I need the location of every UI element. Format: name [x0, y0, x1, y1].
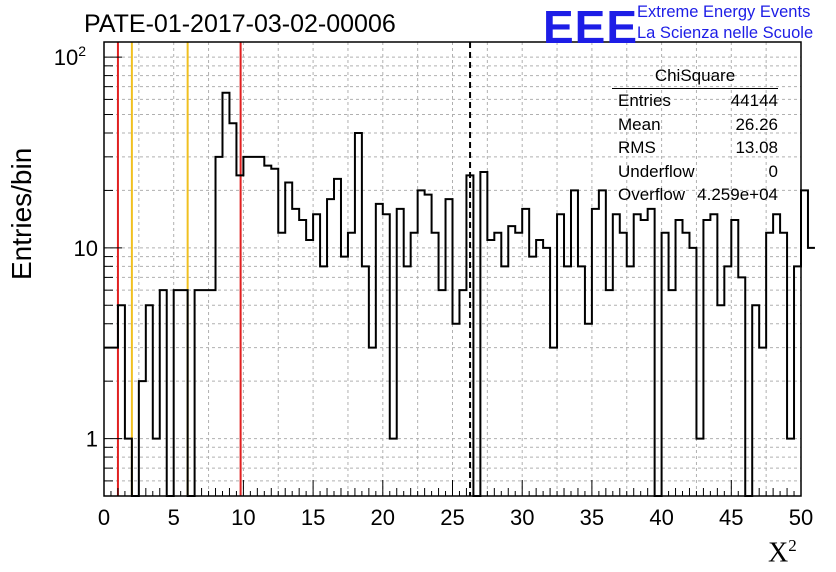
stats-label: Mean	[618, 114, 661, 134]
x-axis-label: X2	[768, 536, 797, 569]
histogram-outline	[104, 91, 815, 497]
x-tick-label: 50	[789, 505, 813, 530]
stats-row-entries: Entries 44144	[612, 89, 778, 113]
stats-value: 0	[768, 161, 778, 181]
y-tick-labels: 1 10 102	[54, 43, 98, 451]
stats-value: 13.08	[735, 138, 778, 157]
chart-title: PATE-01-2017-03-02-00006	[84, 10, 396, 38]
stats-label: Overflow	[618, 185, 686, 204]
x-axis-label-sup: 2	[788, 536, 797, 555]
x-axis-label-text: X	[768, 537, 789, 569]
stats-row-rms: RMS 13.08	[612, 136, 778, 160]
stats-row-mean: Mean 26.26	[612, 113, 778, 137]
x-tick-label: 25	[440, 505, 464, 530]
stats-value: 4.259e+04	[697, 185, 778, 204]
x-tick-label: 30	[510, 505, 534, 530]
x-tick-labels: 0 5 10 15 20 25 30 35 40 45 50	[98, 505, 813, 530]
x-tick-label: 15	[301, 505, 325, 530]
stats-title: ChiSquare	[612, 66, 778, 89]
x-tick-label: 20	[371, 505, 395, 530]
x-tick-label: 45	[719, 505, 743, 530]
stats-value: 26.26	[735, 114, 778, 134]
x-tick-label: 5	[168, 505, 180, 530]
y-axis-label: Entries/bin	[6, 147, 37, 280]
x-tick-label: 40	[649, 505, 673, 530]
y-tick-label: 102	[54, 43, 86, 70]
x-tick-label: 35	[580, 505, 604, 530]
stats-row-underflow: Underflow 0	[612, 160, 778, 184]
y-tick-label: 10	[74, 236, 98, 261]
eee-logo: EEE	[543, 1, 639, 53]
org-name: Extreme Energy Events	[637, 3, 811, 21]
stats-row-overflow: Overflow 4.259e+04	[612, 183, 778, 207]
stats-label: Underflow	[618, 161, 695, 181]
stats-label: Entries	[618, 91, 671, 110]
y-tick-label: 1	[86, 427, 98, 452]
stats-label: RMS	[618, 138, 656, 157]
stats-box: ChiSquare Entries 44144 Mean 26.26 RMS 1…	[612, 66, 778, 207]
axis-ticks	[103, 56, 802, 496]
x-tick-label: 10	[231, 505, 255, 530]
stats-value: 44144	[730, 91, 778, 110]
org-subtitle: La Scienza nelle Scuole	[637, 24, 814, 42]
x-tick-label: 0	[98, 505, 110, 530]
